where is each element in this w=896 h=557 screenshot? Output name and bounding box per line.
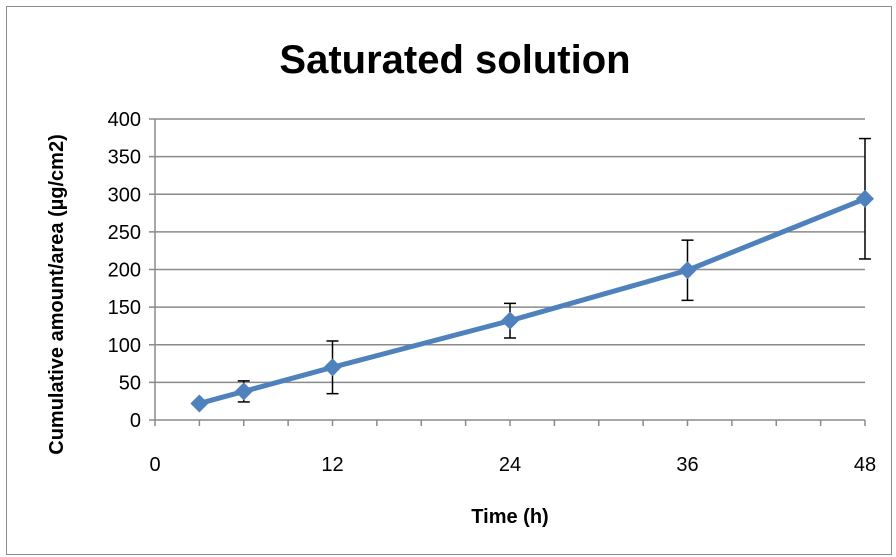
y-tick-label-100: 100 [108, 335, 141, 357]
data-point-5 [856, 189, 874, 208]
y-tick-labels: 0 50 100 150 200 250 300 350 400 [108, 109, 141, 432]
y-tick-label-200: 200 [108, 260, 141, 282]
axes [149, 118, 866, 426]
x-axis-title: Time (h) [471, 506, 548, 528]
x-tick-label-12: 12 [321, 454, 343, 476]
data-point-4 [678, 261, 697, 280]
series-line-0 [198, 196, 866, 406]
y-axis-title: Cumulative amount/area (µg/cm2) [46, 134, 68, 455]
y-tick-label-250: 250 [108, 222, 141, 244]
x-tick-labels: 0 12 24 36 48 [149, 454, 876, 476]
chart-frame [6, 6, 892, 555]
y-tick-label-350: 350 [108, 147, 141, 169]
grid-lines [155, 118, 865, 384]
data-point-0 [190, 394, 209, 413]
data-point-2 [323, 358, 342, 377]
chart-title: Saturated solution [279, 38, 631, 82]
y-tick-label-50: 50 [119, 372, 141, 394]
series-group [190, 189, 874, 413]
x-tick-label-0: 0 [149, 454, 160, 476]
y-tick-label-400: 400 [108, 109, 141, 131]
y-tick-label-0: 0 [130, 410, 141, 432]
x-tick-label-36: 36 [676, 454, 698, 476]
x-tick-label-24: 24 [499, 454, 521, 476]
data-point-1 [234, 382, 253, 401]
y-tick-label-150: 150 [108, 297, 141, 319]
y-tick-label-300: 300 [108, 184, 141, 206]
data-point-3 [501, 311, 519, 330]
x-tick-label-48: 48 [854, 454, 876, 476]
